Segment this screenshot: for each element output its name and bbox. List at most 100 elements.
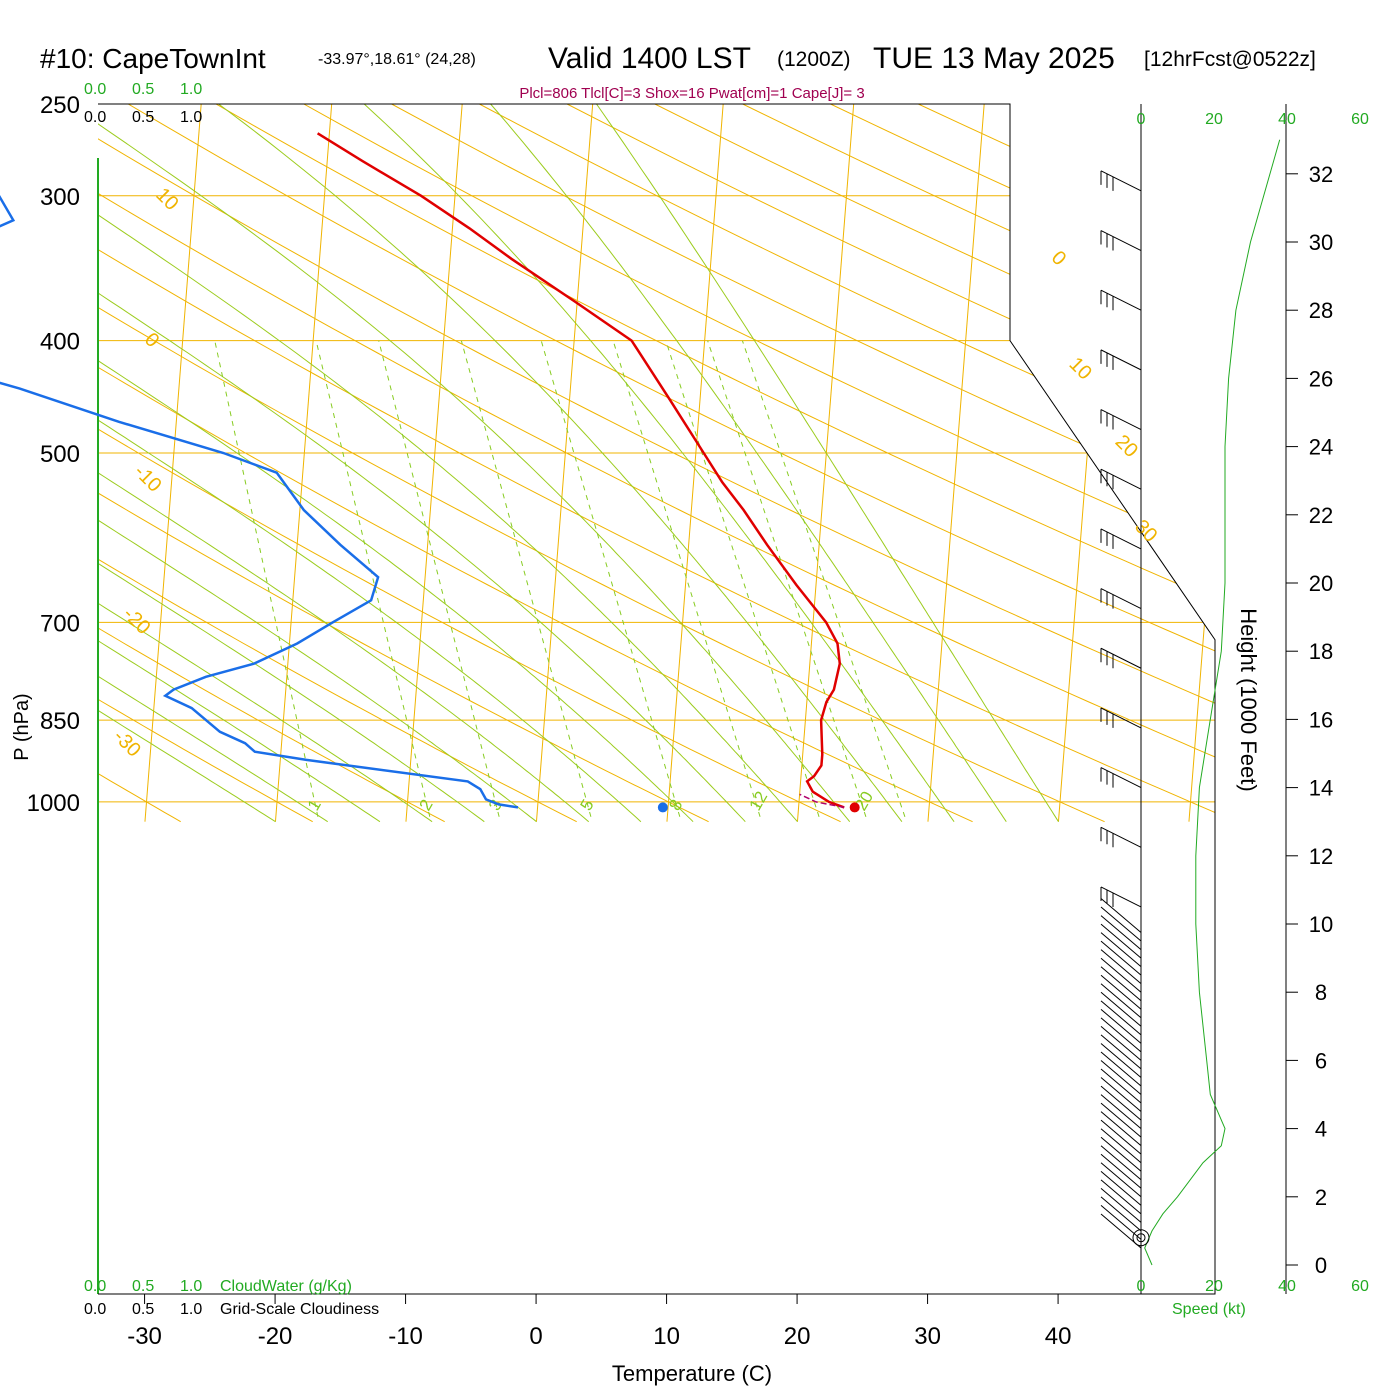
wind-barb [1100,1119,1142,1155]
dry-adiabat-line [98,104,1215,823]
dry-adiabat-label: 20 [1111,431,1142,462]
height-tick-label: 2 [1315,1185,1327,1210]
wind-barb [1100,1205,1142,1240]
height-tick-label: 30 [1309,230,1333,255]
mixing-ratio-line [665,340,820,817]
temperature-tick-label: 40 [1045,1323,1072,1350]
moist-adiabat-line [98,104,381,823]
series-line-parcel [799,793,845,809]
height-tick-label: 14 [1309,776,1333,801]
x-axis-label: Temperature (C) [612,1361,772,1386]
dry-adiabat-line [353,104,1215,823]
calm-wind-circle [1132,1229,1150,1247]
wind-barb [1100,957,1142,993]
height-tick-label: 18 [1309,639,1333,664]
isotherm-line [927,104,987,822]
moist-adiabat-line [98,104,537,823]
cloudiness-tick-label: 1.0 [180,109,202,126]
height-tick-label: 28 [1309,298,1333,323]
height-tick-label: 8 [1315,980,1327,1005]
wind-barb [1100,940,1142,976]
moist-adiabat-line [98,104,798,823]
wind-barb [1100,289,1142,311]
utc-time: (1200Z) [777,48,851,71]
mixing-ratio-line [707,340,867,817]
moist-adiabat-line [98,104,694,823]
cloudiness-tick-label: 0.5 [132,1301,154,1318]
wind-barb [1100,1043,1142,1078]
wind-barb [1100,1085,1142,1121]
dry-adiabat-label: 0 [1047,247,1070,270]
valid-time: Valid 1400 LST [548,42,751,75]
pressure-tick-label: 700 [40,610,80,637]
cloudwater-tick-label: 1.0 [180,81,202,98]
pressure-tick-label: 1000 [27,790,80,817]
wind-barb [1100,974,1142,1010]
wind-barb [1100,983,1142,1019]
calm-wind-inner-circle [1136,1233,1146,1243]
wind-barb [1100,1145,1142,1181]
wind-barb [1100,826,1142,848]
isotherm-line [1188,104,1215,822]
dry-adiabat-line [98,104,709,823]
stability-indices: Plcl=806 Tlcl[C]=3 Shox=16 Pwat[cm]=1 Ca… [519,85,864,102]
temperature-tick-label: 30 [914,1323,941,1350]
station-title: #10: CapeTownInt [40,43,266,74]
wind-barb [1100,1068,1142,1104]
mixing-ratio-line [612,340,761,817]
wind-barb [1100,966,1142,1002]
wind-barb [1100,1196,1142,1232]
wind-barb [1100,1008,1142,1044]
wind-barb [1100,915,1142,950]
moist-adiabat-line [98,104,851,823]
wind-barb [1100,1153,1142,1189]
height-tick-label: 24 [1309,435,1333,460]
cloudiness-tick-label: 0.5 [132,109,154,126]
wind-barb [1100,230,1142,251]
y-axis-label: P (hPa) [11,693,33,760]
temperature-tick-label: -30 [127,1323,162,1350]
background-grid [98,104,1215,823]
moist-adiabat-line [190,104,903,823]
moist-adiabat-line [472,104,1007,822]
wind-barb [1100,906,1142,942]
speed-tick-label: 0 [1137,1278,1146,1295]
pressure-tick-label: 250 [40,92,80,119]
dry-adiabat-line [98,104,313,823]
mixing-ratio-line [315,340,431,817]
cloudwater-tick-label: 0.0 [84,1278,106,1295]
mixing-ratio-label: 2 [416,796,437,814]
wind-panel: 0020204040606002468101214161820222426283… [1100,104,1369,1295]
height-tick-label: 12 [1309,844,1333,869]
wind-barb [1100,1000,1142,1036]
moist-adiabat-line [98,104,642,823]
wind-barb [1100,647,1142,669]
height-tick-label: 26 [1309,366,1333,391]
moist-adiabat-line [341,104,955,822]
isotherm-line [274,104,334,822]
wind-barb [1100,468,1142,490]
dry-adiabat-line [98,104,577,823]
wind-barb [1100,409,1142,430]
wind-barb [1100,588,1142,610]
wind-barb [1100,886,1142,908]
wind-barb [1100,1060,1142,1095]
dry-adiabat-line [98,104,1215,823]
height-tick-label: 22 [1309,503,1333,528]
cloudiness-label: Grid-Scale Cloudiness [220,1301,379,1318]
dry-adiabat-label: 30 [1130,516,1161,547]
surface-dewpoint-point [657,802,668,813]
mixing-ratio-line [460,340,592,817]
wind-barb [1100,1111,1142,1147]
moist-adiabat-line [98,104,433,823]
temperature-tick-label: 10 [653,1323,680,1350]
height-tick-label: 0 [1315,1253,1327,1278]
mixing-ratio-line [540,340,681,817]
dry-adiabat-line [267,104,1215,823]
wind-barb [1100,1077,1142,1112]
wind-barb [1100,898,1142,933]
wind-barb [1100,349,1142,371]
wind-barb [1100,991,1142,1027]
